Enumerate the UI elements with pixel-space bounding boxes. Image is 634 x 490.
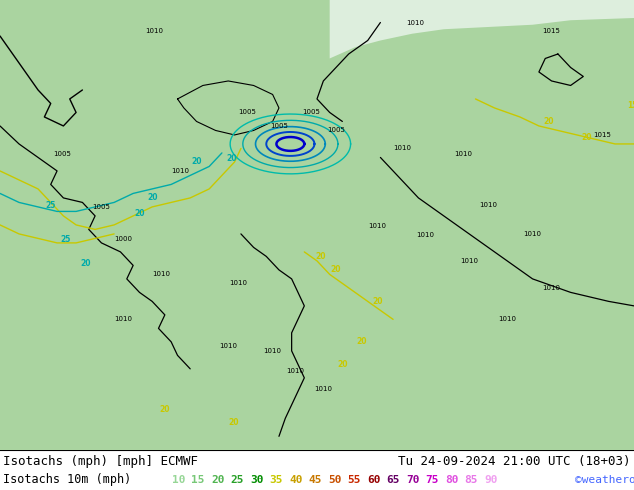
Text: 1010: 1010 [286,368,304,374]
Text: 20: 20 [337,360,347,369]
Text: 1010: 1010 [153,271,171,277]
Text: 25: 25 [60,235,70,244]
Text: Isotachs 10m (mph): Isotachs 10m (mph) [3,473,131,487]
Text: 25: 25 [46,201,56,210]
Text: 90: 90 [484,475,498,485]
Text: 1010: 1010 [145,28,163,34]
Text: 20: 20 [228,418,238,427]
Text: Isotachs (mph) [mph] ECMWF: Isotachs (mph) [mph] ECMWF [3,455,198,467]
Text: 1010: 1010 [460,258,478,264]
Text: 1005: 1005 [327,127,345,133]
Text: 20: 20 [543,117,553,126]
Text: 1010: 1010 [498,317,516,322]
Text: 1010: 1010 [524,231,541,237]
Text: 1010: 1010 [229,280,247,286]
Text: 1010: 1010 [543,285,560,291]
Text: 1005: 1005 [302,109,320,116]
Text: 1010: 1010 [479,202,497,208]
Text: 10: 10 [172,475,186,485]
Text: 20: 20 [581,133,592,142]
Polygon shape [330,0,634,58]
Text: 20: 20 [372,297,382,306]
Text: 20: 20 [191,157,202,167]
Text: 75: 75 [425,475,439,485]
Text: 85: 85 [465,475,478,485]
Text: 1010: 1010 [264,348,281,354]
Text: 1015: 1015 [593,132,611,138]
Text: 1010: 1010 [368,223,386,229]
Text: ©weatheronline.co.uk: ©weatheronline.co.uk [575,475,634,485]
Text: 20: 20 [134,209,145,218]
Text: 1005: 1005 [270,123,288,129]
Text: 1015: 1015 [543,28,560,34]
Text: 55: 55 [347,475,361,485]
Text: 20: 20 [147,194,157,202]
Text: 15: 15 [628,101,634,110]
Text: 1010: 1010 [454,151,472,157]
Text: 1000: 1000 [115,236,133,242]
Text: 20: 20 [331,266,341,274]
Text: 30: 30 [250,475,264,485]
Text: 1010: 1010 [406,21,424,26]
Text: 1010: 1010 [314,386,332,392]
Text: 1010: 1010 [172,168,190,174]
Text: Tu 24-09-2024 21:00 UTC (18+03): Tu 24-09-2024 21:00 UTC (18+03) [399,455,631,467]
Text: 60: 60 [367,475,380,485]
Text: 20: 20 [160,405,170,414]
Text: 50: 50 [328,475,342,485]
Text: 20: 20 [226,154,236,163]
Text: 1005: 1005 [93,204,110,210]
Text: 70: 70 [406,475,420,485]
Text: 1010: 1010 [219,343,237,349]
Text: 20: 20 [356,337,366,346]
Text: 45: 45 [309,475,322,485]
Text: 1005: 1005 [53,151,71,157]
Text: 20: 20 [211,475,224,485]
Text: 40: 40 [289,475,302,485]
Text: 25: 25 [231,475,244,485]
Text: 35: 35 [269,475,283,485]
Text: 20: 20 [315,252,325,261]
Text: 1010: 1010 [416,232,434,238]
Text: 65: 65 [387,475,400,485]
Text: 15: 15 [191,475,205,485]
Text: 80: 80 [445,475,458,485]
Text: 1010: 1010 [115,317,133,322]
Text: 20: 20 [81,259,91,268]
Text: 1005: 1005 [238,109,256,116]
Text: 1010: 1010 [394,146,411,151]
